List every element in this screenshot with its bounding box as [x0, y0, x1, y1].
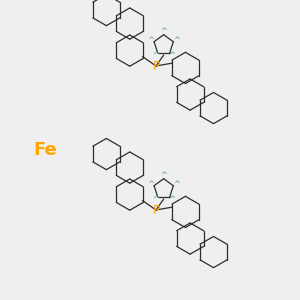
Text: P: P: [152, 59, 160, 73]
Text: ^: ^: [173, 180, 180, 189]
Text: ^: ^: [168, 196, 175, 205]
Text: ^: ^: [173, 36, 180, 45]
Text: ^: ^: [147, 180, 154, 189]
Text: Fe: Fe: [33, 141, 57, 159]
Text: ^: ^: [168, 52, 175, 61]
Text: ^: ^: [160, 171, 167, 180]
Text: ^: ^: [160, 27, 167, 36]
Text: ^: ^: [147, 36, 154, 45]
Text: P: P: [152, 203, 160, 217]
Text: ^: ^: [152, 196, 159, 205]
Text: ^: ^: [152, 52, 159, 61]
